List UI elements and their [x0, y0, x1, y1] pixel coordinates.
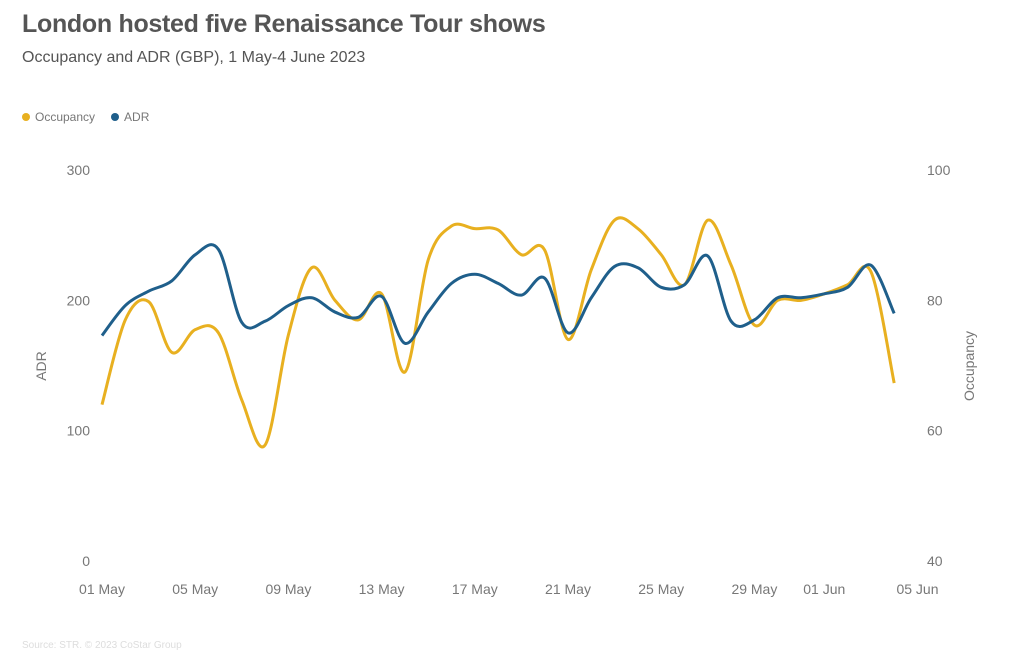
x-tick-label: 05 May — [172, 581, 218, 597]
legend-label: ADR — [124, 110, 150, 124]
x-tick-label: 01 Jun — [803, 581, 845, 597]
y-left-axis-label: ADR — [33, 351, 49, 381]
x-tick-label: 13 May — [359, 581, 405, 597]
x-tick-label: 25 May — [638, 581, 684, 597]
series-line-occupancy — [100, 216, 896, 449]
y-right-tick-label: 60 — [927, 423, 943, 439]
x-tick-label: 05 Jun — [896, 581, 938, 597]
y-right-tick-label: 100 — [927, 162, 951, 178]
x-tick-label: 09 May — [265, 581, 311, 597]
y-left-tick-label: 200 — [67, 292, 91, 308]
x-tick-label: 17 May — [452, 581, 498, 597]
legend: Occupancy ADR — [22, 110, 149, 124]
legend-label: Occupancy — [35, 110, 96, 124]
chart-subtitle: Occupancy and ADR (GBP), 1 May-4 June 20… — [22, 49, 366, 66]
source-note: Source: STR. © 2023 CoStar Group — [22, 640, 182, 651]
y-right-tick-label: 40 — [927, 553, 943, 569]
series-line-adr — [100, 243, 896, 345]
legend-item-adr: ADR — [111, 110, 149, 124]
y-right-tick-label: 80 — [927, 292, 943, 308]
x-tick-label: 29 May — [731, 581, 777, 597]
chart-title: London hosted five Renaissance Tour show… — [22, 10, 546, 38]
y-left-tick-label: 100 — [67, 423, 91, 439]
x-tick-label: 01 May — [79, 581, 125, 597]
x-tick-label: 21 May — [545, 581, 591, 597]
adr-swatch-icon — [111, 113, 120, 121]
y-left-tick-label: 300 — [67, 162, 91, 178]
y-right-axis-label: Occupancy — [961, 331, 977, 401]
legend-item-occupancy: Occupancy — [22, 110, 95, 124]
occupancy-swatch-icon — [22, 113, 30, 121]
y-left-tick-label: 0 — [82, 553, 90, 569]
